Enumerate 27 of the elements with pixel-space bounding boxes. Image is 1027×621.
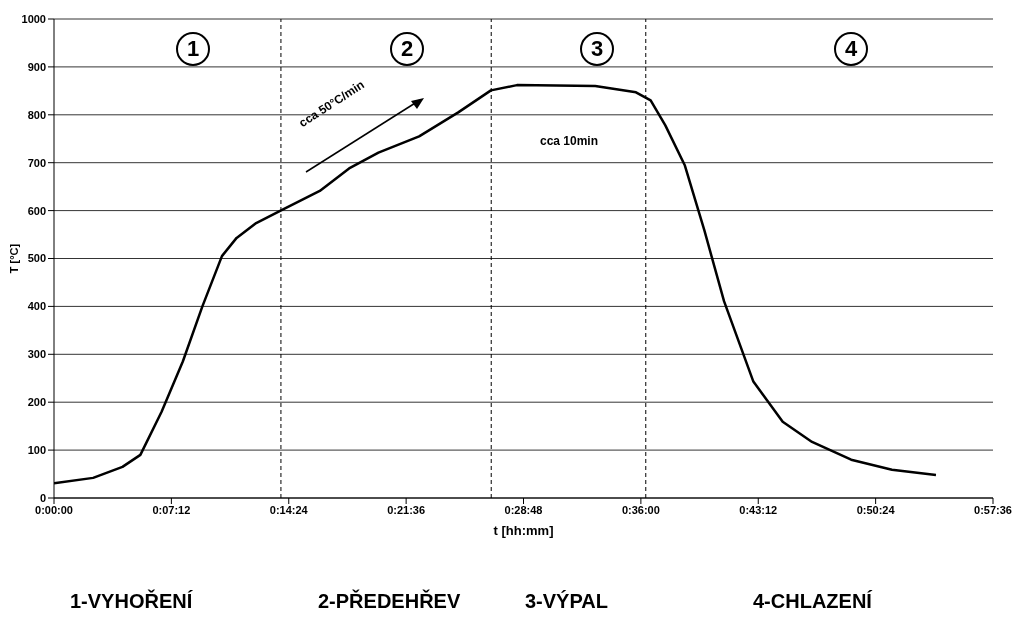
y-tick-label: 200 <box>27 396 46 409</box>
y-tick-label: 300 <box>27 348 46 361</box>
text: 2-PŘEDEHŘEV <box>318 590 461 613</box>
y-tick-label: 1000 <box>21 12 46 25</box>
annotation: cca 10min <box>540 134 599 148</box>
x-tick-label: 0:07:12 <box>152 503 191 516</box>
x-tick-label: 0:36:00 <box>621 503 660 516</box>
y-tick-label: 600 <box>27 204 46 217</box>
x-tick-label: 0:57:36 <box>974 503 1012 516</box>
x-tick-label: 0:00:00 <box>35 503 73 516</box>
y-tick-label: 900 <box>27 60 46 73</box>
y-axis-title: T [°C] <box>7 243 20 274</box>
x-axis-title: t [hh:mm] <box>493 523 554 538</box>
y-tick-label: 800 <box>27 108 46 121</box>
y-tick-label: 400 <box>27 300 46 313</box>
x-tick-label: 0:43:12 <box>739 503 778 516</box>
x-tick-label: 0:21:36 <box>387 503 426 516</box>
y-tick-label: 700 <box>27 156 46 169</box>
text: 3-VÝPAL <box>525 590 608 613</box>
text: 4-CHLAZENÍ <box>753 590 872 613</box>
x-tick-label: 0:50:24 <box>856 503 896 516</box>
x-tick-label: 0:28:48 <box>504 503 543 516</box>
text: 1-VYHOŘENÍ <box>70 590 193 613</box>
y-tick-label: 100 <box>27 444 46 457</box>
x-tick-label: 0:14:24 <box>269 503 309 516</box>
y-tick-label: 500 <box>27 252 46 265</box>
y-tick-label: 0 <box>39 491 46 504</box>
